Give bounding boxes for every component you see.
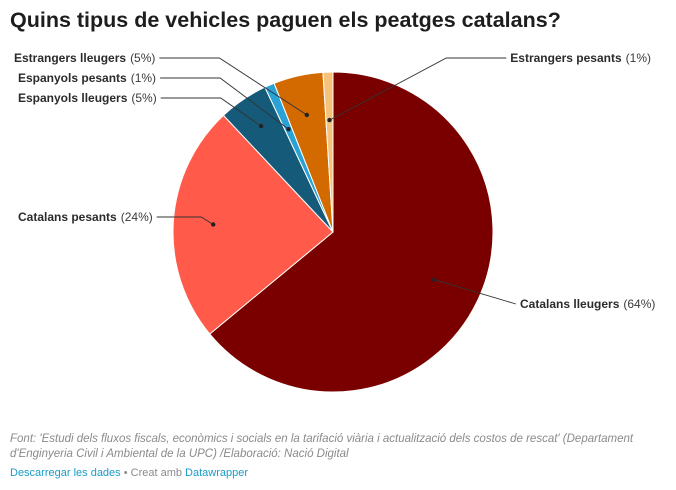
slice-label-estrangers-lleugers: Estrangers lleugers (5%) xyxy=(14,51,309,118)
chart-title: Quins tipus de vehicles paguen els peatg… xyxy=(10,8,561,32)
pie-slice-estrangers-pesants xyxy=(322,71,334,233)
slice-label-pct: (5%) xyxy=(130,51,155,65)
slice-label-name: Espanyols lleugers xyxy=(18,91,128,105)
slice-label-text: Estrangers pesants (1%) xyxy=(510,51,651,65)
slice-label-espanyols-lleugers: Espanyols lleugers (5%) xyxy=(18,91,264,129)
slice-label-pct: (64%) xyxy=(623,297,655,311)
slice-label-name: Espanyols pesants xyxy=(18,71,127,85)
slice-label-pct: (1%) xyxy=(626,51,651,65)
pie-slice-catalans-lleugers xyxy=(209,71,494,393)
leader-line xyxy=(160,77,289,130)
slice-label-estrangers-pesants: Estrangers pesants (1%) xyxy=(327,51,651,123)
slice-label-name: Catalans pesants xyxy=(18,210,117,224)
slice-label-text: Catalans pesants (24%) xyxy=(18,210,153,224)
leader-line xyxy=(434,279,517,305)
leader-line xyxy=(156,216,214,225)
slice-label-catalans-lleugers: Catalans lleugers (64%) xyxy=(432,277,655,311)
slice-label-pct: (24%) xyxy=(121,210,153,224)
datawrapper-link[interactable]: Datawrapper xyxy=(185,467,249,479)
slice-label-name: Estrangers pesants xyxy=(510,51,622,65)
leader-dot xyxy=(286,127,291,132)
download-data-link[interactable]: Descarregar les dades xyxy=(10,467,121,479)
footer-bar: Descarregar les dades • Creat amb Datawr… xyxy=(10,467,248,479)
leader-line xyxy=(159,57,308,116)
footer-separator: • Creat amb xyxy=(120,467,186,479)
slice-label-name: Catalans lleugers xyxy=(520,297,620,311)
pie-chart: Catalans lleugers (64%) Catalans pesants (2… xyxy=(14,51,655,393)
slice-label-pct: (5%) xyxy=(131,91,156,105)
leader-line xyxy=(160,97,262,127)
slice-label-espanyols-pesants: Espanyols pesants (1%) xyxy=(18,71,291,132)
slice-label-pct: (1%) xyxy=(131,71,156,85)
leader-dot xyxy=(327,117,332,123)
leader-dot xyxy=(432,277,437,282)
slice-label-text: Espanyols lleugers (5%) xyxy=(18,91,157,105)
slice-label-text: Catalans lleugers (64%) xyxy=(520,297,655,311)
slice-label-catalans-pesants: Catalans pesants (24%) xyxy=(18,210,216,227)
leader-dot xyxy=(258,123,264,129)
slice-label-text: Estrangers lleugers (5%) xyxy=(14,51,155,65)
source-note: Font: 'Estudi dels fluxos fiscals, econò… xyxy=(10,433,634,460)
slice-label-name: Estrangers lleugers xyxy=(14,51,126,65)
leader-dot xyxy=(304,112,309,118)
leader-line xyxy=(329,57,507,121)
pie-slices xyxy=(172,71,494,393)
pie-slice-catalans-pesants xyxy=(172,114,334,335)
leader-dot xyxy=(211,222,216,227)
slice-label-text: Espanyols pesants (1%) xyxy=(18,71,156,85)
pie-labels: Catalans lleugers (64%) Catalans pesants (2… xyxy=(14,51,655,311)
